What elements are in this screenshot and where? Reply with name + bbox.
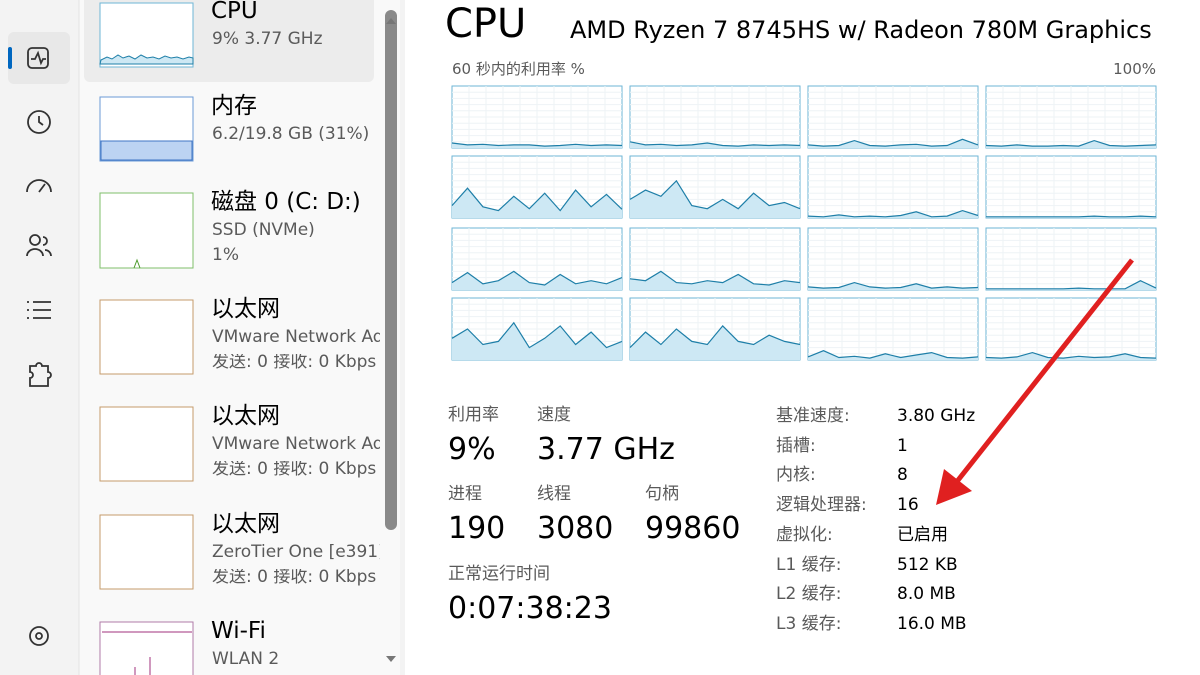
- core-area: [452, 322, 622, 360]
- detail-value: 已启用: [897, 524, 948, 545]
- stat-label: 句柄: [645, 484, 679, 504]
- item-title[interactable]: 以太网: [211, 403, 280, 429]
- cpu-model: AMD Ryzen 7 8745HS w/ Radeon 780M Graphi…: [570, 16, 1152, 44]
- core-line: [807, 350, 979, 359]
- detail-value: 3.80 GHz: [897, 406, 976, 426]
- item-detail: 6.2/19.8 GB (31%): [212, 126, 370, 143]
- core-area: [452, 271, 622, 290]
- stat-label: 正常运行时间: [448, 564, 550, 584]
- core-line: [986, 215, 1157, 218]
- core-line: [629, 179, 801, 210]
- annotation-arrow: [936, 258, 1134, 505]
- item-title[interactable]: 以太网: [211, 511, 280, 537]
- nav-history[interactable]: [27, 110, 51, 134]
- core-line: [629, 141, 801, 147]
- nav-settings[interactable]: [29, 626, 49, 646]
- core-line: [807, 281, 979, 289]
- item-title[interactable]: CPU: [211, 0, 258, 24]
- detail-value: 16.0 MB: [897, 613, 967, 634]
- core-area: [452, 188, 622, 218]
- detail-value: 1: [897, 435, 908, 456]
- scrollbar[interactable]: [385, 10, 397, 530]
- item-detail: ZeroTier One [e391]: [212, 544, 380, 561]
- item-detail: 发送: 0 接收: 0 Kbps: [212, 461, 377, 478]
- core-line: [807, 209, 979, 218]
- thumbnails: [99, 2, 194, 675]
- detail-label: 逻辑处理器:: [776, 495, 867, 516]
- item-detail: 发送: 0 接收: 0 Kbps: [212, 569, 377, 586]
- item-detail: SSD (NVMe): [212, 222, 315, 239]
- stat-value: 190: [448, 511, 506, 546]
- detail-value: 512 KB: [897, 554, 958, 575]
- nav-startup[interactable]: [26, 179, 52, 193]
- detail-label: 内核:: [776, 465, 816, 486]
- detail-label: 基准速度:: [776, 406, 850, 426]
- core-area: [630, 141, 800, 148]
- item-title[interactable]: Wi-Fi: [211, 618, 266, 644]
- detail-label: 插槽:: [776, 435, 816, 456]
- core-area: [808, 350, 978, 360]
- core-line: [451, 187, 623, 212]
- item-detail: VMware Network Adapter: [212, 436, 380, 453]
- item-detail: 1%: [212, 247, 239, 264]
- detail-value: 16: [897, 495, 919, 516]
- detail-value: 8: [897, 465, 908, 486]
- nav-services[interactable]: [29, 362, 52, 387]
- graph-label: 60 秒内的利用率 %: [452, 60, 585, 78]
- item-detail: WLAN 2: [212, 651, 280, 668]
- detail-value: 8.0 MB: [897, 584, 956, 605]
- stat-value: 9%: [448, 432, 496, 467]
- detail-label: 虚拟化:: [776, 524, 833, 545]
- stat-label: 线程: [537, 484, 571, 504]
- item-detail: VMware Network Adapter: [212, 329, 380, 346]
- item-title[interactable]: 磁盘 0 (C: D:): [211, 189, 361, 215]
- stat-label: 速度: [537, 405, 571, 425]
- core-area: [630, 271, 800, 290]
- detail-label: L3 缓存:: [776, 613, 842, 634]
- detail-label: L1 缓存:: [776, 554, 842, 575]
- page-title: CPU: [445, 1, 527, 47]
- stat-label: 利用率: [448, 405, 499, 425]
- core-graphs: [451, 85, 1157, 361]
- core-line: [985, 351, 1157, 359]
- graph-max: 100%: [1113, 60, 1156, 78]
- core-area: [630, 325, 800, 360]
- core-line: [986, 280, 1157, 290]
- core-area: [986, 352, 1156, 360]
- core-area: [808, 139, 978, 148]
- stat-value: 99860: [645, 511, 741, 546]
- item-title[interactable]: 内存: [211, 93, 257, 119]
- nav-users[interactable]: [29, 234, 41, 246]
- detail-label: L2 缓存:: [776, 584, 842, 605]
- core-line: [629, 270, 801, 286]
- core-line: [629, 325, 801, 349]
- stat-label: 进程: [448, 484, 482, 504]
- core-line: [451, 321, 623, 349]
- item-title[interactable]: 以太网: [211, 296, 280, 322]
- item-detail: 9% 3.77 GHz: [212, 31, 323, 48]
- stat-value: 0:07:38:23: [448, 591, 612, 626]
- stat-value: 3080: [537, 511, 614, 546]
- core-line: [451, 142, 623, 147]
- nav-details[interactable]: [27, 301, 51, 319]
- stat-value: 3.77 GHz: [537, 432, 675, 467]
- core-line: [807, 138, 979, 147]
- item-detail: 发送: 0 接收: 0 Kbps: [212, 354, 377, 371]
- core-area: [630, 180, 800, 218]
- core-line: [985, 139, 1157, 147]
- core-line: [451, 270, 623, 286]
